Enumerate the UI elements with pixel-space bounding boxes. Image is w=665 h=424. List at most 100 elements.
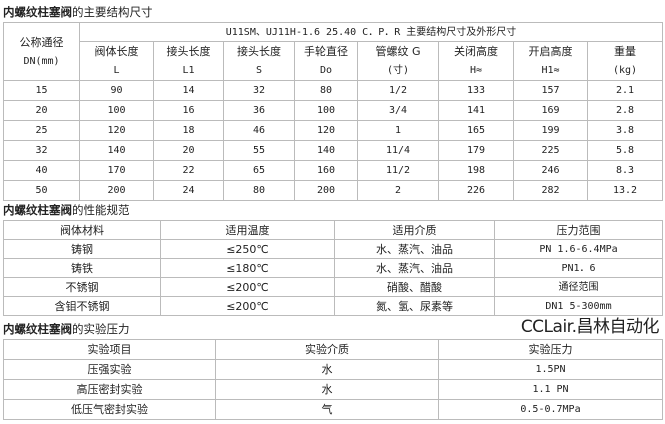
- table-cell: 1.5PN: [438, 359, 663, 380]
- table-row: 50 200 24 80 200 2 226 282 13.2: [3, 180, 664, 201]
- column-header-symbol: L: [113, 65, 120, 76]
- table-cell: 低压气密封实验: [3, 399, 216, 420]
- table-row: 32 140 20 55 140 11/4 179 225 5.8: [3, 140, 664, 161]
- title-rest: 的实验压力: [72, 322, 130, 336]
- title-bold: 内螺纹柱塞阀: [3, 322, 72, 336]
- column-header: 阀体长度 L: [79, 41, 154, 81]
- table-cell: 13.2: [586, 180, 664, 201]
- table-cell: 40: [3, 160, 80, 181]
- test-pressure-table: 实验项目 实验介质 实验压力 压强实验水 1.5PN 高压密封实验水 1.1 PN 低压气密封…: [3, 339, 663, 420]
- table-cell: 11/2: [357, 160, 439, 181]
- column-header: 接头长度 S: [223, 41, 295, 81]
- column-header-symbol: Do: [319, 65, 333, 76]
- table-cell: 水、蒸汽、油品: [334, 239, 495, 259]
- table-cell: 120: [79, 120, 154, 141]
- table-cell: PN 1.6-6.4MPa: [494, 239, 663, 259]
- table-cell: ≤180℃: [160, 258, 335, 278]
- performance-table: 阀体材料 适用温度 适用介质 压力范围 铸钢 ≤250℃ 水、蒸汽、油品 PN 1.6-6.4…: [3, 220, 663, 316]
- column-header-label: 接头长度: [166, 45, 211, 58]
- table-cell: 46: [223, 120, 295, 141]
- column-header: 手轮直径 Do: [294, 41, 358, 81]
- table-cell: 50: [3, 180, 80, 201]
- column-header: 实验压力: [438, 339, 663, 360]
- table-cell: 2.8: [586, 100, 664, 121]
- dn-header: 公称通径 DN(mm): [3, 22, 80, 81]
- dimensions-table: 公称通径 DN(mm) U11SM、UJ11H-1.6 25.40 C．P．R 主要…: [3, 22, 664, 201]
- column-header: 关闭高度 H≈: [438, 41, 514, 81]
- table-cell: 179: [438, 140, 514, 161]
- table-cell: 20: [3, 100, 80, 121]
- table-cell: 2: [357, 180, 439, 201]
- column-header: 管螺纹 G (寸): [357, 41, 439, 81]
- table-row: 40 170 22 65 160 11/2 198 246 8.3: [3, 160, 664, 181]
- table-cell: 20: [153, 140, 224, 161]
- watermark: CCLair.昌林自动化: [520, 317, 660, 337]
- column-header-label: 接头长度: [237, 45, 281, 58]
- dn-header-unit: DN(mm): [23, 55, 60, 67]
- table-cell: 25: [3, 120, 80, 141]
- table-cell: 1.1 PN: [438, 379, 663, 400]
- table-cell: ≤200℃: [160, 277, 335, 297]
- table-cell: 282: [513, 180, 588, 201]
- table-cell: 铸钢: [3, 239, 161, 259]
- column-header-label: 重量: [614, 45, 636, 58]
- table-cell: 14: [153, 80, 224, 101]
- table-cell: 200: [294, 180, 358, 201]
- table-cell: 铸铁: [3, 258, 161, 278]
- table-cell: DN1 5-300mm: [494, 296, 663, 316]
- table-cell: 16: [153, 100, 224, 121]
- table-cell: 3.8: [586, 120, 664, 141]
- table-cell: 24: [153, 180, 224, 201]
- table-cell: 压强实验: [3, 359, 216, 380]
- dn-header-label: 公称通径: [19, 35, 64, 49]
- table-cell: 170: [79, 160, 154, 181]
- column-header-label: 阀体长度: [94, 45, 139, 58]
- table-row: 铸铁 ≤180℃ 水、蒸汽、油品 PN1．6: [3, 258, 663, 278]
- table-row: 低压气密封实验气 0.5-0.7MPa: [3, 399, 663, 420]
- column-header-symbol: L1: [182, 65, 195, 76]
- table-cell: PN1．6: [494, 258, 663, 278]
- column-header: 开启高度 H1≈: [513, 41, 588, 81]
- section-title-dimensions: 内螺纹柱塞阀的主要结构尺寸: [3, 5, 153, 19]
- column-header-label: 手轮直径: [304, 45, 348, 58]
- table-row: 25 120 18 46 120 1 165 199 3.8: [3, 120, 664, 141]
- table-cell: 246: [513, 160, 588, 181]
- table-cell: 199: [513, 120, 588, 141]
- table-cell: 1/2: [357, 80, 439, 101]
- column-header: 实验项目: [3, 339, 216, 360]
- column-header: 压力范围: [494, 220, 663, 240]
- table-cell: 160: [294, 160, 358, 181]
- column-header-symbol: (寸): [386, 65, 410, 76]
- column-header: 阀体材料: [3, 220, 161, 240]
- table-row: 含钼不锈钢 ≤200℃ 氮、氢、尿素等 DN1 5-300mm: [3, 296, 663, 316]
- table-cell: 不锈钢: [3, 277, 161, 297]
- table-cell: 165: [438, 120, 514, 141]
- column-header-label: 管螺纹 G: [375, 45, 421, 58]
- table-cell: 200: [79, 180, 154, 201]
- section-title-performance: 内螺纹柱塞阀的性能规范: [3, 203, 130, 217]
- table-cell: 90: [79, 80, 154, 101]
- table-cell: 100: [294, 100, 358, 121]
- table-cell: 32: [223, 80, 295, 101]
- table-row: 不锈钢 ≤200℃ 硝酸、醋酸 通径范围: [3, 277, 663, 297]
- column-header: 重量 (kg): [586, 41, 664, 81]
- column-header: 实验介质: [215, 339, 439, 360]
- table-cell: 8.3: [586, 160, 664, 181]
- table-cell: 22: [153, 160, 224, 181]
- table-cell: 133: [438, 80, 514, 101]
- table-cell: 0.5-0.7MPa: [438, 399, 663, 420]
- table-row: 铸钢 ≤250℃ 水、蒸汽、油品 PN 1.6-6.4MPa: [3, 239, 663, 259]
- table-cell: 157: [513, 80, 588, 101]
- table-cell: 水: [215, 379, 439, 400]
- table-cell: ≤250℃: [160, 239, 335, 259]
- table-cell: 通径范围: [494, 277, 663, 297]
- table-cell: 水、蒸汽、油品: [334, 258, 495, 278]
- column-header: 接头长度 L1: [153, 41, 224, 81]
- header-row: 阀体长度 L 接头长度 L1 接头长度 S 手轮直径 Do 管螺纹 G (寸) 关闭高度 H≈ 开启高度…: [4, 41, 664, 81]
- table-cell: 80: [223, 180, 295, 201]
- column-header-symbol: H≈: [469, 65, 483, 76]
- table-row: 15 90 14 32 80 1/2 133 157 2.1: [3, 80, 664, 101]
- table-cell: 36: [223, 100, 295, 121]
- table-cell: 11/4: [357, 140, 439, 161]
- table-cell: 141: [438, 100, 514, 121]
